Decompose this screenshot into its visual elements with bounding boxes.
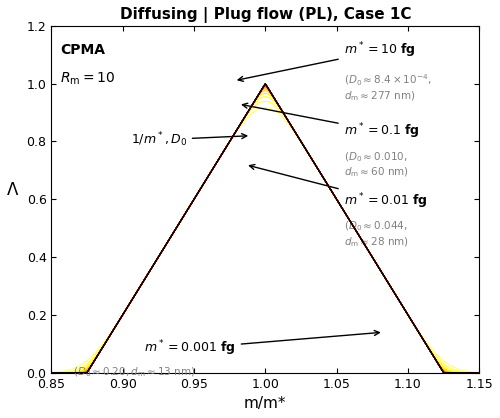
Text: $m^* = 0.1$ fg: $m^* = 0.1$ fg <box>242 103 420 141</box>
Text: CPMA: CPMA <box>60 43 105 57</box>
Text: $(D_0 \approx 8.4\times10^{-4},$
$d_{\mathrm{m}} \approx 277$ nm): $(D_0 \approx 8.4\times10^{-4},$ $d_{\ma… <box>344 72 432 103</box>
Text: $(D_0 \approx 0.20, d_{\mathrm{m}} \approx 13$ nm): $(D_0 \approx 0.20, d_{\mathrm{m}} \appr… <box>73 365 195 379</box>
Y-axis label: Λ: Λ <box>7 181 18 199</box>
Text: $R_{\mathrm{m}} = 10$: $R_{\mathrm{m}} = 10$ <box>60 71 115 87</box>
Text: $(D_0 \approx 0.010,$
$d_{\mathrm{m}} \approx 60$ nm): $(D_0 \approx 0.010,$ $d_{\mathrm{m}} \a… <box>344 150 408 179</box>
Text: $(D_0 \approx 0.044,$
$d_{\mathrm{m}} \approx 28$ nm): $(D_0 \approx 0.044,$ $d_{\mathrm{m}} \a… <box>344 219 408 249</box>
Text: $m^* = 0.001$ fg: $m^* = 0.001$ fg <box>144 331 380 358</box>
Title: Diffusing | Plug flow (PL), Case 1C: Diffusing | Plug flow (PL), Case 1C <box>120 7 411 23</box>
X-axis label: m/m*: m/m* <box>244 396 286 411</box>
Text: $m^* = 0.01$ fg: $m^* = 0.01$ fg <box>250 165 428 211</box>
Text: $1/m^*, D_0$: $1/m^*, D_0$ <box>131 130 246 149</box>
Text: $m^* = 10$ fg: $m^* = 10$ fg <box>238 41 416 82</box>
